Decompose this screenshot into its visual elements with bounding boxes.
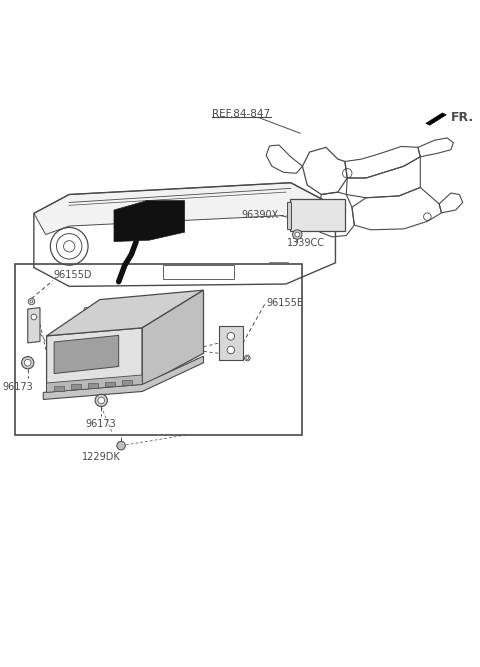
Circle shape bbox=[117, 442, 125, 450]
Circle shape bbox=[295, 232, 300, 237]
Circle shape bbox=[22, 357, 34, 369]
Polygon shape bbox=[426, 113, 446, 125]
Text: 1229DK: 1229DK bbox=[82, 452, 120, 462]
Polygon shape bbox=[54, 336, 119, 374]
Bar bbox=[88, 383, 98, 388]
Polygon shape bbox=[47, 375, 142, 392]
Polygon shape bbox=[43, 356, 204, 400]
Polygon shape bbox=[142, 290, 204, 386]
Text: 96140W: 96140W bbox=[82, 307, 122, 317]
Text: 96173: 96173 bbox=[86, 420, 117, 430]
Text: 96155E: 96155E bbox=[266, 298, 303, 308]
Circle shape bbox=[95, 394, 108, 407]
Circle shape bbox=[28, 298, 35, 305]
Polygon shape bbox=[114, 201, 185, 241]
Bar bbox=[288, 201, 291, 229]
Text: REF.84-847: REF.84-847 bbox=[212, 109, 270, 119]
Circle shape bbox=[227, 346, 235, 354]
Bar bbox=[15, 263, 302, 435]
Polygon shape bbox=[47, 290, 204, 336]
Text: 1339CC: 1339CC bbox=[288, 237, 325, 247]
Polygon shape bbox=[47, 328, 142, 396]
Bar bbox=[290, 199, 345, 231]
Circle shape bbox=[244, 356, 250, 361]
Bar bbox=[71, 384, 82, 389]
Bar bbox=[122, 380, 132, 385]
Circle shape bbox=[246, 357, 249, 360]
Bar bbox=[54, 386, 64, 390]
Text: 96173: 96173 bbox=[2, 382, 33, 392]
Text: 96390X: 96390X bbox=[241, 209, 279, 219]
Circle shape bbox=[293, 230, 302, 239]
Text: FR.: FR. bbox=[451, 111, 474, 124]
Circle shape bbox=[30, 300, 33, 303]
Bar bbox=[105, 382, 115, 386]
Circle shape bbox=[227, 333, 235, 340]
Circle shape bbox=[98, 397, 105, 404]
Polygon shape bbox=[219, 326, 242, 360]
Text: 96155D: 96155D bbox=[54, 269, 92, 279]
Polygon shape bbox=[34, 183, 336, 235]
Circle shape bbox=[24, 360, 31, 366]
Polygon shape bbox=[28, 307, 40, 343]
Circle shape bbox=[31, 314, 36, 320]
